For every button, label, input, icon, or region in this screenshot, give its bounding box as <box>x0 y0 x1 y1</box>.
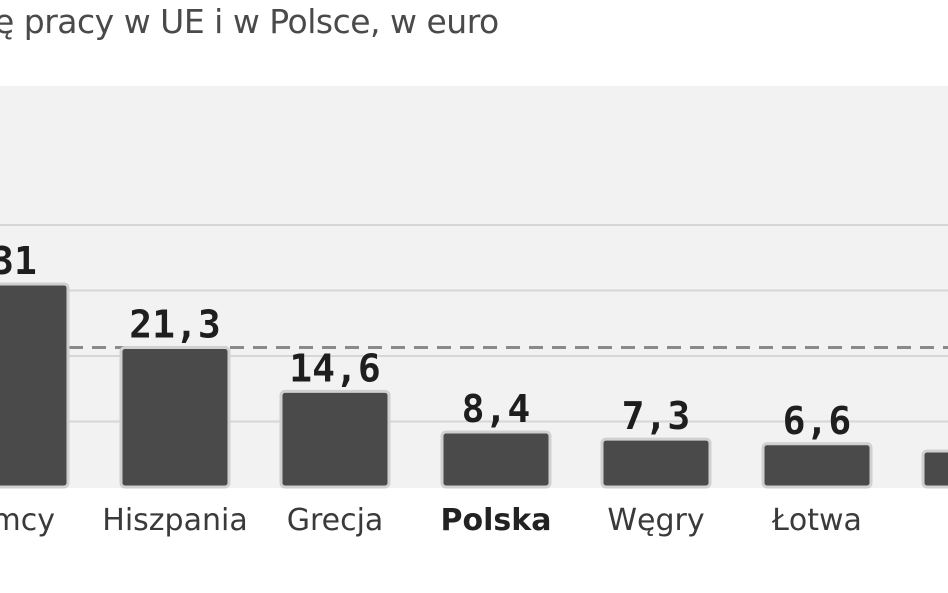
category-labels: emcyHiszpaniaGrecjaPolskaWęgryŁotwaL <box>0 503 862 538</box>
value-labels: 31 21,3 14,6 8,4 7,3 6,6 <box>0 239 851 443</box>
bar-value-label: 31 <box>0 239 37 283</box>
category-label: Hiszpania <box>102 503 247 538</box>
bar <box>119 345 231 489</box>
bar <box>440 430 552 489</box>
category-label: emcy <box>0 503 55 538</box>
bar-value-label: 7,3 <box>622 394 691 438</box>
category-label: Grecja <box>287 503 384 538</box>
bar <box>761 442 873 489</box>
bar <box>600 437 712 489</box>
bar-value-label: 8,4 <box>462 387 531 431</box>
bars <box>0 282 948 489</box>
bar-value-label: 14,6 <box>289 346 381 390</box>
chart-title: ę pracy w UE i w Polsce, w euro <box>0 2 499 41</box>
bar <box>921 449 948 489</box>
category-label: Polska <box>441 503 552 538</box>
bar-value-label: 21,3 <box>129 302 221 346</box>
bar <box>279 389 391 489</box>
category-label: Węgry <box>607 503 704 538</box>
bar-value-label: 6,6 <box>783 399 852 443</box>
bar <box>0 282 70 489</box>
category-label: Łotwa <box>771 503 862 538</box>
